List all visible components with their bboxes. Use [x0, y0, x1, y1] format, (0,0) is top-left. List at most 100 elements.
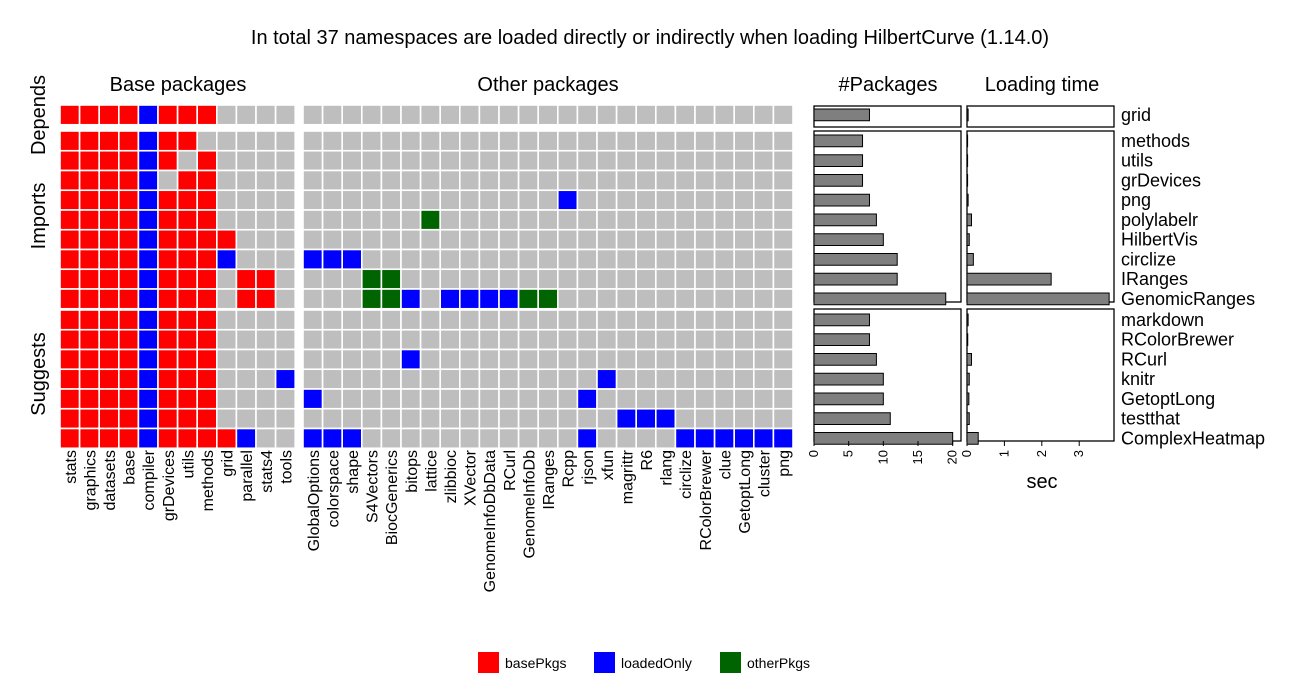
cell-knitr-grdevices: [157, 368, 179, 390]
cell-grdevices-rjson: [576, 169, 598, 192]
cell-polylabelr-graphics: [78, 209, 100, 231]
cell-utils-png: [772, 149, 794, 172]
cell-testthat-xvector: [458, 407, 481, 430]
cell-iranges-iranges: [537, 268, 559, 290]
cell-complexheatmap-grdevices: [157, 427, 179, 450]
cell-rcurl-utils: [176, 348, 199, 371]
column-label-globaloptions: GlobalOptions: [306, 450, 323, 551]
cell-utils-biocgenerics: [380, 149, 402, 172]
row-label-genomicranges: GenomicRanges: [1121, 289, 1255, 309]
cell-polylabelr-shape: [341, 209, 363, 231]
column-label-graphics: graphics: [82, 450, 99, 510]
cell-rcurl-colorspace: [321, 348, 344, 371]
cell-testthat-magrittr: [615, 407, 637, 430]
cell-png-stats4: [255, 189, 277, 211]
cell-rcolorbrewer-rjson: [576, 328, 598, 351]
cell-utils-iranges: [537, 149, 559, 172]
cell-polylabelr-iranges: [537, 209, 559, 231]
cell-hilbertvis-methods: [196, 228, 218, 251]
cell-circlize-clue: [713, 248, 735, 271]
cell-rcurl-globaloptions: [302, 348, 324, 371]
cell-genomicranges-globaloptions: [302, 288, 324, 310]
time-panel-bar-genomicranges: [966, 292, 1110, 306]
cell-grid-methods: [196, 104, 218, 126]
legend-label-otherpkgs: otherPkgs: [747, 655, 810, 671]
cell-methods-stats4: [255, 130, 277, 152]
cell-markdown-stats4: [255, 309, 277, 331]
cell-hilbertvis-circlize: [674, 228, 696, 251]
cell-grdevices-grid: [216, 169, 238, 192]
cell-rcolorbrewer-getoptlong: [733, 328, 755, 351]
time-panel-title: Loading time: [985, 74, 1100, 96]
cell-polylabelr-genomeinfodbdata: [478, 209, 500, 231]
cell-complexheatmap-grid: [216, 427, 238, 450]
row-group-title-depends: Depends: [28, 75, 50, 155]
cell-grid-genomeinfodbdata: [478, 104, 500, 126]
cell-grdevices-genomeinfodbdata: [478, 169, 500, 192]
cell-markdown-rjson: [576, 309, 598, 331]
cell-getoptlong-compiler: [137, 388, 159, 410]
cell-utils-rcolorbrewer: [694, 149, 716, 172]
cell-testthat-circlize: [674, 407, 696, 430]
cell-utils-rcpp: [556, 149, 579, 172]
cell-utils-zlibbioc: [439, 149, 461, 172]
cell-rcolorbrewer-circlize: [674, 328, 696, 351]
cell-utils-genomeinfodbdata: [478, 149, 500, 172]
cell-rcurl-grdevices: [157, 348, 179, 371]
cell-complexheatmap-rlang: [654, 427, 677, 450]
time-panel-tick-label-3: 3: [1071, 450, 1086, 457]
cell-genomicranges-biocgenerics: [380, 288, 402, 310]
cell-grid-circlize: [674, 104, 696, 126]
column-label-biocgenerics: BiocGenerics: [384, 450, 401, 545]
cell-getoptlong-clue: [713, 388, 735, 410]
cell-getoptlong-bitops: [400, 388, 422, 410]
cell-rcolorbrewer-base: [118, 328, 140, 351]
cell-png-circlize: [674, 189, 696, 211]
cell-circlize-iranges: [537, 248, 559, 271]
cell-testthat-rcpp: [556, 407, 579, 430]
cell-knitr-getoptlong: [733, 368, 755, 390]
cell-circlize-s4vectors: [360, 248, 383, 271]
packages-panel-bar-iranges: [813, 272, 898, 286]
packages-panel-bar-grid: [813, 108, 870, 122]
packages-panel-bar-testthat: [813, 412, 891, 425]
cell-testthat-utils: [176, 407, 199, 430]
cell-testthat-png: [772, 407, 794, 430]
cell-iranges-magrittr: [615, 268, 637, 290]
cell-polylabelr-stats: [59, 209, 81, 231]
cell-rcolorbrewer-xvector: [458, 328, 481, 351]
cell-testthat-iranges: [537, 407, 559, 430]
cell-genomicranges-bitops: [400, 288, 422, 310]
cell-grid-png: [772, 104, 794, 126]
time-panel-bar-grdevices: [966, 174, 969, 187]
cell-hilbertvis-stats4: [255, 228, 277, 251]
cell-polylabelr-circlize: [674, 209, 696, 231]
cell-rcolorbrewer-genomeinfodb: [517, 328, 539, 351]
cell-methods-base: [118, 130, 140, 152]
cell-complexheatmap-utils: [176, 427, 199, 450]
cell-knitr-bitops: [400, 368, 422, 390]
cell-knitr-stats4: [255, 368, 277, 390]
time-panel-bar-grid: [966, 108, 969, 122]
cell-genomicranges-rjson: [576, 288, 598, 310]
cell-png-xfun: [596, 189, 618, 211]
cell-grid-getoptlong: [733, 104, 755, 126]
cell-iranges-globaloptions: [302, 268, 324, 290]
cell-iranges-shape: [341, 268, 363, 290]
cell-png-r6: [635, 189, 657, 211]
cell-polylabelr-xfun: [596, 209, 618, 231]
cell-methods-compiler: [137, 130, 159, 152]
cell-grdevices-base: [118, 169, 140, 192]
cell-complexheatmap-rcolorbrewer: [694, 427, 716, 450]
cell-hilbertvis-rjson: [576, 228, 598, 251]
cell-markdown-s4vectors: [360, 309, 383, 331]
cell-rcolorbrewer-methods: [196, 328, 218, 351]
cell-hilbertvis-iranges: [537, 228, 559, 251]
cell-rcolorbrewer-parallel: [235, 328, 257, 351]
cell-methods-parallel: [235, 130, 257, 152]
cell-methods-xfun: [596, 130, 618, 152]
cell-getoptlong-colorspace: [321, 388, 344, 410]
cell-methods-iranges: [537, 130, 559, 152]
cell-testthat-base: [118, 407, 140, 430]
cell-rcurl-rjson: [576, 348, 598, 371]
